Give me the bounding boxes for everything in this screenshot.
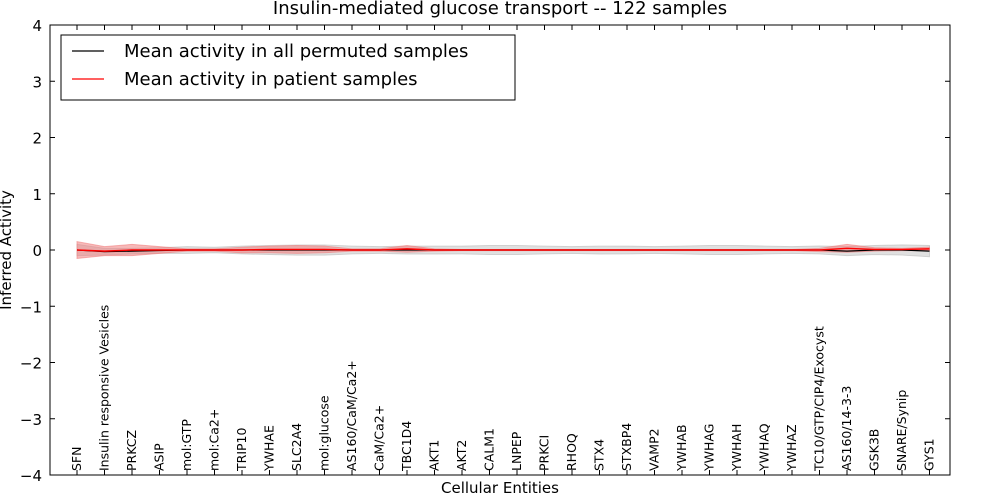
x-tick-label: YWHAZ — [784, 424, 799, 472]
y-axis-label: Inferred Activity — [0, 190, 15, 310]
x-tick-label: AKT1 — [427, 440, 442, 471]
x-tick-label: ASIP — [152, 443, 167, 471]
x-tick-label: YWHAH — [729, 424, 744, 472]
x-tick-label: PRKCI — [537, 435, 552, 471]
y-tick-label: 4 — [32, 17, 42, 35]
x-tick-label: TC10/GTP/CIP4/Exocyst — [812, 326, 827, 472]
x-tick-label: STX4 — [592, 439, 607, 471]
y-tick-label: −2 — [20, 355, 42, 373]
x-tick-label: RHOQ — [564, 433, 579, 471]
x-tick-label: SLC2A4 — [289, 423, 304, 471]
legend-label-permuted: Mean activity in all permuted samples — [124, 41, 468, 62]
x-tick-label: mol:glucose — [317, 395, 332, 471]
x-tick-label: AS160/CaM/Ca2+ — [344, 360, 359, 471]
y-tick-label: 0 — [32, 242, 42, 260]
x-tick-label: SFN — [69, 447, 84, 471]
x-tick-label: mol:Ca2+ — [207, 409, 222, 471]
x-tick-label: mol:GTP — [179, 419, 194, 471]
x-tick-label: Insulin responsive Vesicles — [97, 305, 112, 471]
x-tick-label: CaM/Ca2+ — [372, 405, 387, 471]
x-tick-label: YWHAB — [674, 424, 689, 472]
x-tick-label: SNARE/Synip — [894, 390, 909, 471]
y-tick-label: −4 — [20, 467, 42, 485]
x-tick-label: STXBP4 — [619, 423, 634, 471]
x-tick-label: CALM1 — [482, 428, 497, 471]
x-tick-label: YWHAE — [262, 425, 277, 472]
y-axis: −4 −3 −2 −1 0 1 2 3 4 — [20, 17, 950, 485]
line-patient — [76, 247, 930, 252]
x-tick-label: GSK3B — [867, 429, 882, 471]
legend-label-patient: Mean activity in patient samples — [124, 69, 418, 90]
x-tick-label: GYS1 — [922, 438, 937, 471]
x-tick-label: YWHAQ — [757, 423, 772, 472]
x-tick-label: TBC1D4 — [399, 421, 414, 472]
y-tick-label: −3 — [20, 411, 42, 429]
x-tick-label: AKT2 — [454, 440, 469, 471]
series-lines — [76, 247, 930, 253]
x-tick-label: YWHAG — [702, 424, 717, 472]
x-tick-label: VAMP2 — [647, 428, 662, 471]
chart-title: Insulin-mediated glucose transport -- 12… — [273, 0, 727, 19]
x-tick-label: PRKCZ — [124, 430, 139, 471]
x-axis: SFN Insulin responsive Vesicles PRKCZ ASIP m… — [69, 25, 937, 475]
x-tick-label: AS160/14-3-3 — [839, 386, 854, 471]
x-axis-label: Cellular Entities — [441, 479, 559, 497]
y-tick-label: 1 — [32, 186, 42, 204]
x-tick-label: TRIP10 — [234, 428, 249, 472]
y-tick-label: 3 — [32, 73, 42, 91]
y-tick-label: −1 — [20, 298, 42, 316]
legend: Mean activity in all permuted samples Me… — [60, 34, 516, 101]
y-tick-label: 2 — [32, 130, 42, 148]
legend-box — [60, 34, 516, 101]
x-tick-label: LNPEP — [509, 431, 524, 471]
